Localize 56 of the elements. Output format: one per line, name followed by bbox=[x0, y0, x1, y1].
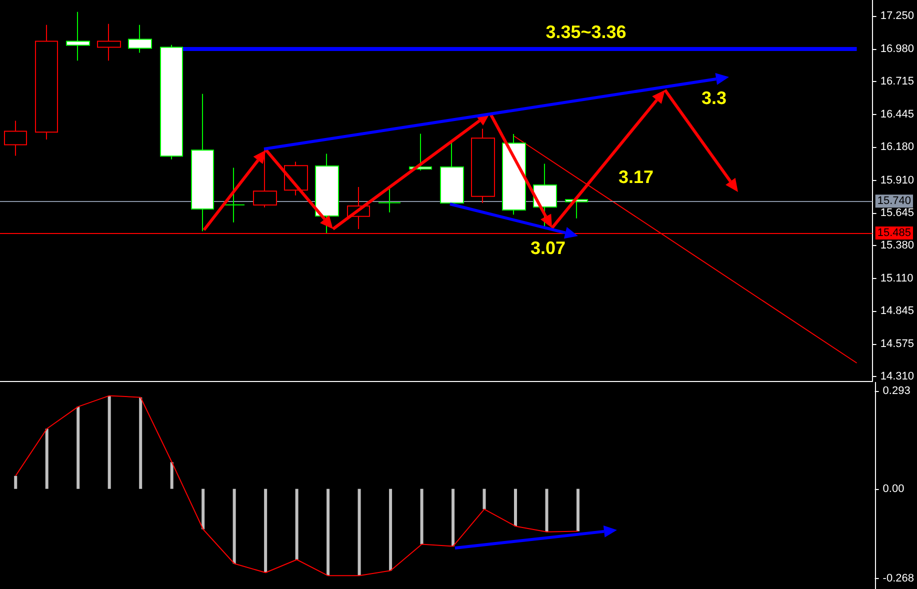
candlestick bbox=[315, 153, 339, 234]
bar bbox=[576, 488, 580, 532]
candlestick bbox=[378, 188, 401, 213]
bar bbox=[14, 476, 18, 489]
y-tick-label: 17.250 bbox=[880, 10, 914, 22]
y-tick-label: 15.110 bbox=[880, 272, 914, 284]
candlestick bbox=[35, 24, 58, 140]
bar bbox=[482, 488, 486, 510]
bar bbox=[389, 488, 392, 571]
line-series bbox=[15, 395, 578, 576]
bar bbox=[420, 488, 424, 544]
y-tick-label: 14.845 bbox=[880, 304, 914, 317]
annotation: 3.07 bbox=[530, 238, 566, 258]
candlestick bbox=[471, 128, 495, 204]
bar bbox=[326, 488, 330, 576]
y-tick-label: 14.575 bbox=[880, 338, 914, 350]
candlestick bbox=[222, 167, 245, 223]
annotation: 3.3 bbox=[701, 88, 727, 108]
candlestick bbox=[502, 134, 526, 216]
y-tick-label: 15.380 bbox=[880, 239, 914, 252]
annotation: 3.17 bbox=[618, 167, 654, 187]
y-tick-label: 15.645 bbox=[880, 206, 914, 219]
bar bbox=[108, 396, 111, 489]
ref-line-label: 15.740 bbox=[877, 195, 912, 208]
y-tick-label: 16.180 bbox=[880, 141, 914, 154]
candlestick bbox=[128, 24, 152, 54]
candlestick bbox=[440, 141, 464, 204]
y-tick-label: -0.268 bbox=[882, 572, 914, 584]
candlestick bbox=[66, 11, 90, 62]
y-tick-label: 16.445 bbox=[880, 108, 914, 121]
y-tick-label: 16.980 bbox=[880, 43, 914, 56]
candlestick bbox=[160, 44, 183, 160]
bar bbox=[202, 488, 205, 530]
bar bbox=[358, 488, 361, 576]
bar bbox=[452, 488, 455, 546]
bar bbox=[45, 428, 48, 489]
bar bbox=[295, 488, 298, 560]
bar bbox=[76, 406, 80, 489]
y-tick-label: 14.310 bbox=[880, 370, 914, 382]
candlestick bbox=[191, 93, 214, 232]
y-tick-label: 15.910 bbox=[880, 174, 914, 186]
y-tick-label: 0.293 bbox=[882, 385, 910, 398]
bar bbox=[232, 488, 236, 564]
candlestick bbox=[4, 120, 27, 156]
bar bbox=[514, 488, 518, 526]
bar bbox=[170, 462, 174, 489]
y-tick-label: 16.715 bbox=[880, 76, 914, 88]
y-tick-label: 0.00 bbox=[882, 482, 904, 495]
candlestick bbox=[533, 163, 557, 228]
candlestick bbox=[253, 148, 277, 208]
annotation: 3.35~3.36 bbox=[546, 22, 626, 42]
bar bbox=[139, 397, 142, 489]
candlestick bbox=[97, 23, 121, 62]
bar bbox=[545, 488, 548, 532]
ref-line-label: 15.485 bbox=[877, 227, 912, 240]
bar bbox=[264, 488, 268, 573]
